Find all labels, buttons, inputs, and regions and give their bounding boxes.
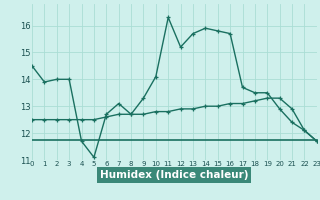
X-axis label: Humidex (Indice chaleur): Humidex (Indice chaleur) <box>100 170 249 180</box>
